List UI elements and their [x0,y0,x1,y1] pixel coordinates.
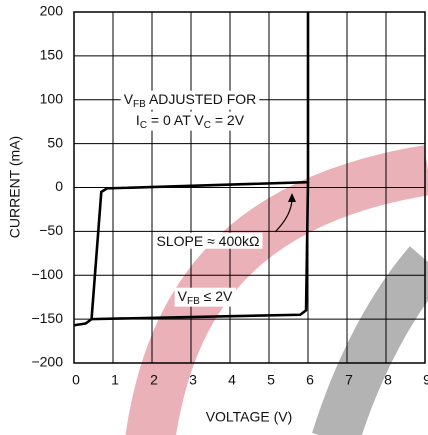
x-tick-label: 9 [423,372,428,388]
annotation-part: = 2V [211,112,245,128]
decor-swoosh [125,145,428,435]
annotation-part: SLOPE ≈ 400kΩ [157,233,260,249]
annotation-bg [153,232,263,249]
annotation-bg [120,90,260,110]
annotation-part: I [136,112,140,128]
annotation-part: C [204,120,211,131]
x-axis-label: VOLTAGE (V) [206,409,293,425]
annotation-part: ADJUSTED FOR [146,91,256,107]
x-tick-label: 1 [111,372,119,388]
annotation-part: FB [133,99,146,110]
annotation-part: C [140,120,147,131]
annotation-bg [132,111,248,131]
x-tick-label: 4 [228,372,236,388]
annotation-part: FB [187,296,200,307]
y-tick-label: 100 [40,90,64,106]
y-tick-label: 0 [55,178,63,194]
y-tick-label: 150 [40,47,64,63]
y-tick-label: −50 [39,222,63,238]
annotation-part: ≤ 2V [200,288,233,304]
x-tick-label: 2 [150,372,158,388]
y-tick-label: 200 [40,3,64,19]
arrow-head [288,193,296,202]
annotation-bg [174,287,237,307]
plot-frame [73,11,426,364]
y-tick-label: −200 [31,354,63,370]
x-tick-label: 0 [72,372,80,388]
annotation-part: V [178,288,188,304]
marks [73,12,310,327]
y-tick-label: −100 [31,266,63,282]
decor-swoosh [312,246,428,435]
curve [91,182,310,321]
annotation: IC = 0 AT VC = 2V [136,112,245,131]
y-tick-label: −150 [31,310,63,326]
x-tick-label: 5 [267,372,275,388]
y-axis-label: CURRENT (mA) [7,136,23,238]
annotation: VFB ≤ 2V [178,288,233,307]
annotation-part: = 0 AT V [147,112,204,128]
x-tick-label: 3 [189,372,197,388]
annotation-part: V [124,91,134,107]
y-tick-label: 50 [47,134,63,150]
annotation: SLOPE ≈ 400kΩ [157,233,260,249]
x-tick-label: 8 [384,372,392,388]
annotation: VFB ADJUSTED FOR [124,91,257,110]
x-tick-label: 6 [306,372,314,388]
x-tick-label: 7 [345,372,353,388]
